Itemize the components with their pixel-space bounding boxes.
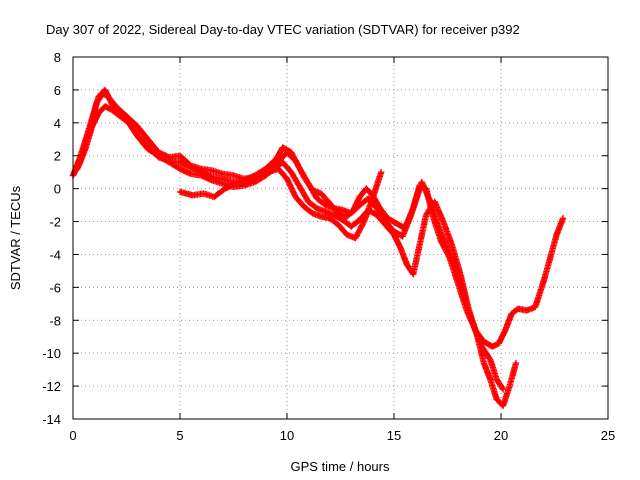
- y-tick-label: 6: [54, 83, 61, 98]
- y-tick-label: -6: [49, 280, 61, 295]
- plot-frame: [72, 56, 609, 420]
- y-tick-label: -4: [49, 247, 61, 262]
- y-tick-label: 8: [54, 50, 61, 65]
- data-layer: [69, 86, 567, 409]
- x-tick-label: 5: [176, 428, 183, 443]
- x-axis-label: GPS time / hours: [291, 459, 390, 474]
- y-tick-label: -14: [42, 412, 61, 427]
- data-points-trace-c: [74, 90, 507, 393]
- data-points-trace-d: [176, 165, 385, 242]
- grid-layer: [73, 57, 608, 419]
- y-tick-label: 2: [54, 149, 61, 164]
- y-tick-label: -8: [49, 313, 61, 328]
- x-tick-label: 0: [69, 428, 76, 443]
- x-tick-label: 25: [601, 428, 615, 443]
- y-tick-label: 4: [54, 116, 61, 131]
- y-axis-label: SDTVAR / TECUs: [8, 185, 23, 290]
- series-trace-d: [176, 165, 385, 242]
- series-trace-c: [74, 90, 507, 393]
- x-tick-label: 20: [494, 428, 508, 443]
- y-tick-label: -12: [42, 379, 61, 394]
- y-tick-label: -10: [42, 346, 61, 361]
- x-tick-label: 15: [387, 428, 401, 443]
- chart-title: Day 307 of 2022, Sidereal Day-to-day VTE…: [46, 22, 520, 37]
- x-tick-label: 10: [280, 428, 294, 443]
- y-tick-label: -2: [49, 215, 61, 230]
- y-tick-label: 0: [54, 182, 61, 197]
